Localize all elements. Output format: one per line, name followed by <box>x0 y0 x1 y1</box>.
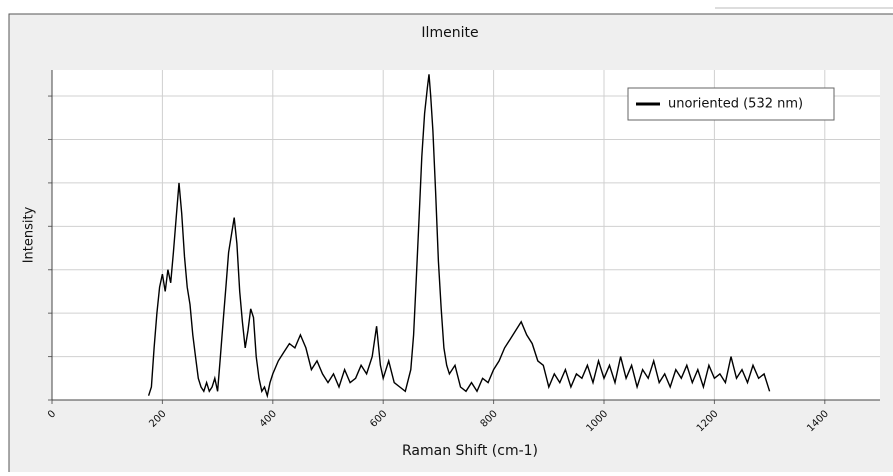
plot-area <box>52 70 880 400</box>
series-line <box>147 74 771 399</box>
y-axis-label: Intensity <box>22 206 37 263</box>
legend-label: unoriented (532 nm) <box>668 97 803 112</box>
legend <box>627 87 835 121</box>
x-axis-label: Raman Shift (cm-1) <box>402 443 538 459</box>
chart-title: Ilmenite <box>421 25 478 41</box>
